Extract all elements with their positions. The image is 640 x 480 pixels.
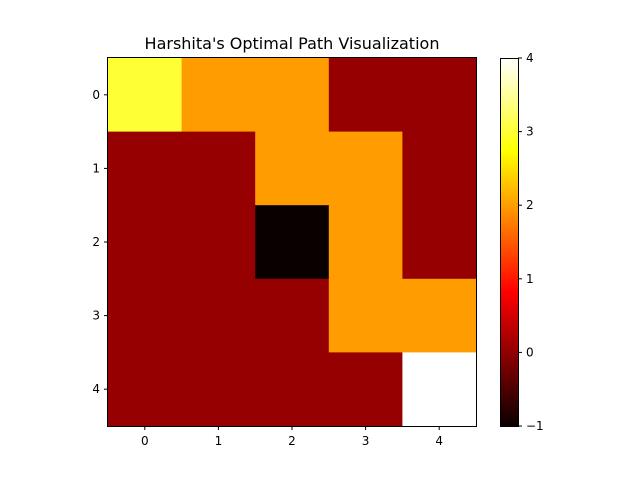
colorbar-axis: −1 0 1 2 3 4 (518, 51, 544, 433)
heatmap-cell (108, 278, 183, 353)
heatmap-cell (108, 205, 183, 280)
heatmap-cell (402, 205, 477, 280)
heatmap-cell (255, 131, 330, 206)
heatmap-cell (328, 278, 403, 353)
heatmap-cell (402, 58, 477, 133)
heatmap-cell (181, 58, 256, 133)
y-tick-label: 1 (92, 161, 100, 175)
x-tick-label: 2 (288, 434, 296, 448)
heatmap-cells (108, 58, 477, 427)
heatmap-cell (402, 278, 477, 353)
x-tick-label: 4 (435, 434, 443, 448)
colorbar-tick-label: 1 (526, 272, 534, 286)
heatmap-cell (402, 131, 477, 206)
y-tick-label: 3 (92, 309, 100, 323)
colorbar (500, 58, 518, 426)
heatmap-cell (328, 58, 403, 133)
colorbar-tick-label: −1 (526, 419, 544, 433)
colorbar-tick-label: 4 (526, 51, 534, 65)
heatmap-cell (255, 205, 330, 280)
colorbar-tick-label: 3 (526, 125, 534, 139)
heatmap-cell (328, 131, 403, 206)
colorbar-tick-label: 2 (526, 198, 534, 212)
chart-title: Harshita's Optimal Path Visualization (145, 34, 440, 53)
x-tick-label: 0 (141, 434, 149, 448)
heatmap-cell (255, 352, 330, 427)
heatmap-cell (328, 205, 403, 280)
y-tick-label: 4 (92, 382, 100, 396)
heatmap-cell (108, 131, 183, 206)
heatmap-cell (108, 352, 183, 427)
y-tick-label: 2 (92, 235, 100, 249)
heatmap-cell (255, 58, 330, 133)
x-tick-label: 1 (215, 434, 223, 448)
heatmap-cell (402, 352, 477, 427)
heatmap-cell (181, 278, 256, 353)
y-tick-label: 0 (92, 88, 100, 102)
y-axis: 0 1 2 3 4 (92, 88, 108, 396)
heatmap-cell (255, 278, 330, 353)
heatmap-cell (181, 131, 256, 206)
x-tick-label: 3 (362, 434, 370, 448)
heatmap-cell (108, 58, 183, 133)
heatmap-cell (328, 352, 403, 427)
heatmap-cell (181, 352, 256, 427)
colorbar-frame (500, 58, 519, 427)
heatmap-cell (181, 205, 256, 280)
x-axis: 0 1 2 3 4 (141, 426, 443, 448)
colorbar-tick-label: 0 (526, 345, 534, 359)
